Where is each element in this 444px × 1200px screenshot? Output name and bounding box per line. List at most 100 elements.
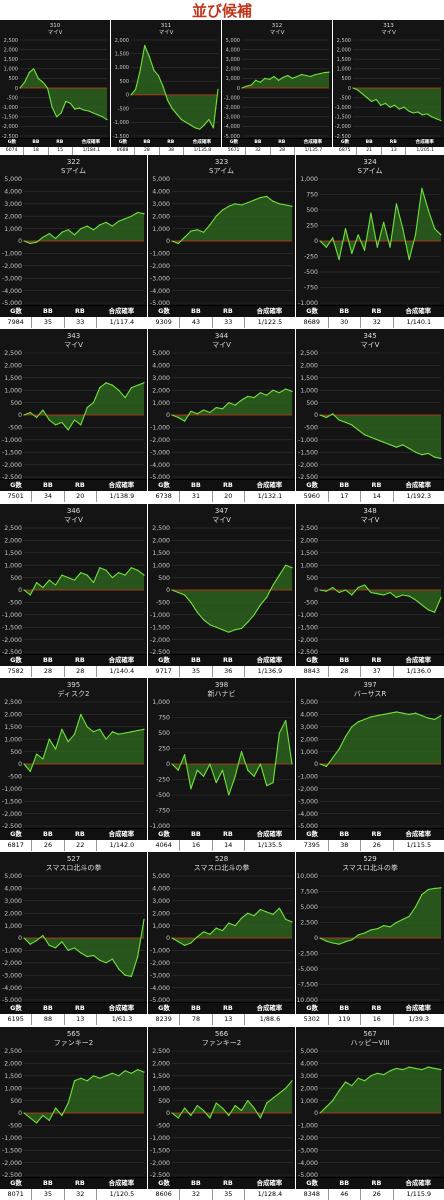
- data-point: [376, 1072, 378, 1074]
- y-tick-label: -1,000: [224, 95, 240, 101]
- series-area: [172, 908, 292, 946]
- data-point: [395, 203, 398, 205]
- stats-header-cell: RB: [158, 139, 183, 147]
- stats-header-cell: BB: [31, 828, 64, 840]
- data-point: [300, 73, 303, 76]
- data-point: [209, 1116, 211, 1119]
- data-point: [363, 584, 366, 586]
- data-point: [285, 918, 287, 921]
- data-point: [296, 75, 298, 78]
- series-area: [320, 711, 441, 767]
- machine-name: マイV: [48, 29, 63, 36]
- data-point: [234, 203, 236, 205]
- rb-value: 26: [360, 1188, 393, 1200]
- y-tick-label: 2,000: [4, 711, 22, 718]
- y-tick-label: -1,000: [298, 300, 318, 306]
- data-point: [221, 209, 224, 211]
- data-point: [228, 402, 230, 404]
- data-point: [440, 458, 442, 460]
- data-point: [80, 571, 82, 573]
- data-point: [80, 228, 82, 230]
- data-point: [247, 201, 249, 204]
- stats-header-cell: G数: [296, 654, 329, 666]
- stats-header-cell: G数: [0, 828, 32, 840]
- data-point: [80, 424, 82, 426]
- data-point: [130, 731, 132, 733]
- y-tick-label: -5,000: [150, 997, 170, 1003]
- data-point: [351, 252, 353, 254]
- data-point: [111, 225, 114, 227]
- rate-value: 1/138.9: [95, 491, 147, 503]
- data-point: [124, 397, 126, 399]
- data-point: [46, 87, 49, 89]
- y-tick-label: -2,500: [335, 134, 351, 139]
- data-point: [402, 918, 404, 921]
- y-tick-label: 1,500: [4, 375, 22, 382]
- data-point: [124, 974, 126, 976]
- rate-value: 1/135.7: [293, 147, 332, 155]
- games-value: 7984: [0, 317, 32, 328]
- bb-value: 46: [327, 1188, 361, 1200]
- data-point: [36, 753, 38, 755]
- data-point: [389, 246, 391, 248]
- data-point: [389, 1069, 391, 1071]
- games-value: 8689: [296, 317, 328, 328]
- data-point: [427, 453, 429, 455]
- data-point: [278, 79, 280, 81]
- y-tick-label: 0: [166, 761, 170, 768]
- rate-value: 1/135.8: [182, 147, 221, 155]
- stats-header-row: G数 BB RB 合成確率: [148, 306, 295, 317]
- stats-header-cell: BB: [328, 654, 361, 666]
- stats-header-cell: 合成確率: [243, 1003, 295, 1015]
- stats-header-row: G数 BB RB 合成確率: [296, 1177, 444, 1189]
- stats-table: G数 BB RB 合成確率 8239 78 13 1/88.6: [148, 1002, 295, 1026]
- data-point: [92, 402, 95, 404]
- series-line: [23, 382, 145, 431]
- stats-value-row: 4064 16 14 1/135.5: [148, 839, 295, 851]
- stats-header-cell: BB: [31, 480, 64, 492]
- rb-value: 32: [360, 317, 393, 328]
- data-point: [106, 119, 108, 121]
- data-point: [143, 574, 145, 576]
- y-tick-label: -2,000: [150, 437, 170, 444]
- y-tick-label: 1,000: [300, 749, 318, 756]
- data-point: [421, 603, 423, 606]
- data-point: [440, 1068, 442, 1070]
- data-point: [434, 228, 436, 230]
- y-tick-label: -2,500: [2, 1172, 22, 1178]
- data-point: [137, 729, 139, 732]
- y-tick-label: 500: [10, 749, 22, 756]
- data-point: [414, 712, 417, 714]
- machine-number: 322: [67, 158, 80, 166]
- stats-header-cell: 合成確率: [293, 139, 332, 147]
- data-point: [190, 1114, 192, 1116]
- data-point: [54, 947, 57, 949]
- y-tick-label: 2,000: [337, 47, 351, 53]
- data-point: [266, 195, 268, 197]
- machine-name: Sアイム: [61, 167, 86, 175]
- y-tick-label: 0: [18, 1110, 22, 1117]
- data-point: [73, 234, 76, 236]
- data-point: [180, 118, 182, 121]
- y-tick-label: -500: [156, 599, 170, 606]
- stats-value-row: 5671 32 28 1/135.7: [222, 147, 332, 155]
- y-tick-label: 5,000: [4, 176, 22, 183]
- data-point: [255, 79, 257, 81]
- rate-value: 1/117.4: [95, 317, 147, 328]
- y-tick-label: 2,500: [300, 920, 318, 927]
- y-tick-label: -1,000: [298, 437, 318, 444]
- stats-value-row: 8239 78 13 1/88.6: [148, 1014, 295, 1026]
- rb-value: 37: [360, 665, 393, 677]
- machine-chart-panel: 322 Sアイム 5,000 4,000 3,000 2,000 1,000 0 -1,000 -…: [0, 155, 147, 328]
- data-point: [61, 231, 63, 233]
- data-point: [310, 75, 312, 78]
- data-point: [402, 228, 404, 230]
- series-line: [23, 566, 145, 596]
- stats-value-row: 8689 30 32 1/140.1: [296, 317, 444, 328]
- data-point: [143, 918, 145, 921]
- y-tick-label: 1,500: [4, 724, 22, 731]
- y-tick-label: -1,000: [2, 105, 18, 111]
